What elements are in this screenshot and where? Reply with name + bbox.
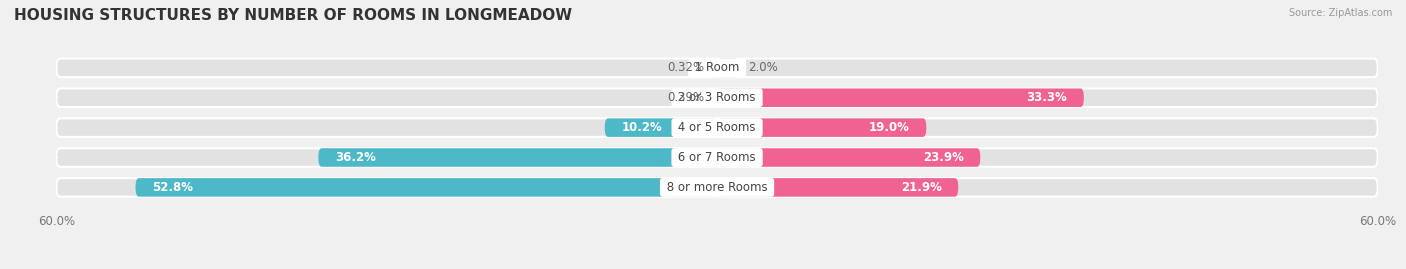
Text: 2 or 3 Rooms: 2 or 3 Rooms — [675, 91, 759, 104]
FancyBboxPatch shape — [717, 148, 980, 167]
FancyBboxPatch shape — [717, 59, 740, 77]
FancyBboxPatch shape — [56, 59, 1378, 77]
FancyBboxPatch shape — [135, 178, 717, 197]
FancyBboxPatch shape — [717, 118, 927, 137]
FancyBboxPatch shape — [717, 178, 959, 197]
FancyBboxPatch shape — [713, 59, 717, 77]
FancyBboxPatch shape — [56, 89, 1378, 107]
Text: Source: ZipAtlas.com: Source: ZipAtlas.com — [1288, 8, 1392, 18]
Text: 52.8%: 52.8% — [152, 181, 193, 194]
FancyBboxPatch shape — [318, 148, 717, 167]
Text: 19.0%: 19.0% — [869, 121, 910, 134]
Text: 0.39%: 0.39% — [666, 91, 704, 104]
Text: 21.9%: 21.9% — [901, 181, 942, 194]
Text: 2.0%: 2.0% — [748, 61, 778, 74]
Text: 1 Room: 1 Room — [690, 61, 744, 74]
Text: 33.3%: 33.3% — [1026, 91, 1067, 104]
FancyBboxPatch shape — [713, 89, 717, 107]
FancyBboxPatch shape — [56, 178, 1378, 197]
Text: 4 or 5 Rooms: 4 or 5 Rooms — [675, 121, 759, 134]
Text: 10.2%: 10.2% — [621, 121, 662, 134]
Text: 23.9%: 23.9% — [922, 151, 963, 164]
FancyBboxPatch shape — [717, 89, 1084, 107]
Legend: Owner-occupied, Renter-occupied: Owner-occupied, Renter-occupied — [586, 266, 848, 269]
Text: HOUSING STRUCTURES BY NUMBER OF ROOMS IN LONGMEADOW: HOUSING STRUCTURES BY NUMBER OF ROOMS IN… — [14, 8, 572, 23]
Text: 36.2%: 36.2% — [335, 151, 375, 164]
FancyBboxPatch shape — [56, 118, 1378, 137]
Text: 8 or more Rooms: 8 or more Rooms — [662, 181, 772, 194]
FancyBboxPatch shape — [605, 118, 717, 137]
Text: 0.32%: 0.32% — [668, 61, 704, 74]
FancyBboxPatch shape — [56, 148, 1378, 167]
Text: 6 or 7 Rooms: 6 or 7 Rooms — [675, 151, 759, 164]
